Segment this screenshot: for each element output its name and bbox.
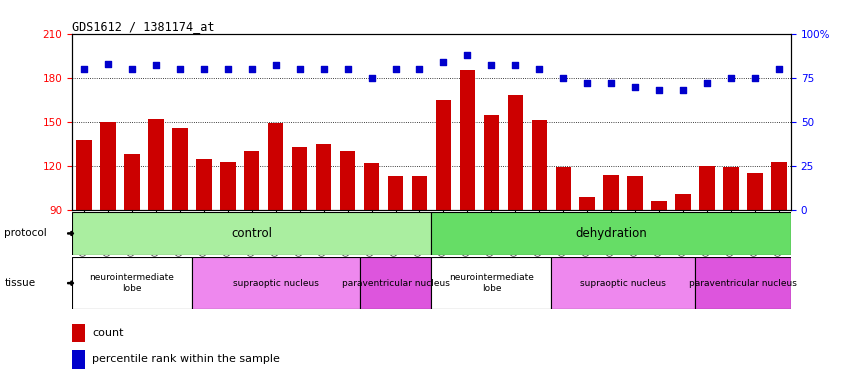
Text: paraventricular nucleus: paraventricular nucleus bbox=[689, 279, 797, 288]
Bar bbox=[360, 257, 431, 309]
Bar bbox=[148, 119, 163, 210]
Point bbox=[365, 75, 378, 81]
Bar bbox=[316, 144, 332, 210]
Bar bbox=[387, 176, 404, 210]
Bar bbox=[340, 151, 355, 210]
Point bbox=[341, 66, 354, 72]
Point bbox=[245, 66, 259, 72]
Point bbox=[269, 63, 283, 69]
Bar bbox=[508, 96, 523, 210]
Bar bbox=[192, 257, 360, 309]
Point bbox=[437, 59, 450, 65]
Point bbox=[460, 52, 474, 58]
Point bbox=[101, 61, 114, 67]
Point bbox=[413, 66, 426, 72]
Bar bbox=[747, 173, 763, 210]
Bar bbox=[603, 175, 619, 210]
Point bbox=[485, 63, 498, 69]
Bar bbox=[292, 147, 307, 210]
Bar bbox=[723, 167, 739, 210]
Bar bbox=[124, 154, 140, 210]
Text: dehydration: dehydration bbox=[575, 227, 647, 240]
Point bbox=[533, 66, 547, 72]
Bar bbox=[695, 257, 791, 309]
Point bbox=[508, 63, 522, 69]
Text: paraventricular nucleus: paraventricular nucleus bbox=[342, 279, 449, 288]
Bar bbox=[100, 122, 116, 210]
Bar bbox=[431, 257, 552, 309]
Bar bbox=[72, 324, 85, 342]
Point bbox=[557, 75, 570, 81]
Text: GDS1612 / 1381174_at: GDS1612 / 1381174_at bbox=[72, 20, 214, 33]
Bar bbox=[72, 257, 192, 309]
Point bbox=[221, 66, 234, 72]
Bar bbox=[436, 100, 451, 210]
Bar bbox=[580, 197, 595, 210]
Point bbox=[197, 66, 211, 72]
Bar bbox=[556, 167, 571, 210]
Bar bbox=[628, 176, 643, 210]
Point bbox=[388, 66, 403, 72]
Text: tissue: tissue bbox=[4, 278, 36, 288]
Bar bbox=[72, 212, 431, 255]
Point bbox=[749, 75, 762, 81]
Text: supraoptic nucleus: supraoptic nucleus bbox=[580, 279, 666, 288]
Point bbox=[293, 66, 306, 72]
Bar bbox=[431, 212, 791, 255]
Bar bbox=[675, 194, 691, 210]
Point bbox=[652, 87, 666, 93]
Bar bbox=[552, 257, 695, 309]
Point bbox=[724, 75, 738, 81]
Bar bbox=[196, 159, 212, 210]
Point bbox=[125, 66, 139, 72]
Bar bbox=[700, 166, 715, 210]
Text: supraoptic nucleus: supraoptic nucleus bbox=[233, 279, 319, 288]
Point bbox=[77, 66, 91, 72]
Text: neurointermediate
lobe: neurointermediate lobe bbox=[449, 273, 534, 293]
Bar bbox=[220, 162, 235, 210]
Text: control: control bbox=[231, 227, 272, 240]
Point bbox=[316, 66, 330, 72]
Point bbox=[173, 66, 186, 72]
Bar bbox=[244, 151, 260, 210]
Point bbox=[629, 84, 642, 90]
Point bbox=[677, 87, 690, 93]
Bar bbox=[76, 140, 91, 210]
Bar bbox=[412, 176, 427, 210]
Text: count: count bbox=[92, 328, 124, 338]
Text: neurointermediate
lobe: neurointermediate lobe bbox=[90, 273, 174, 293]
Bar bbox=[531, 120, 547, 210]
Bar bbox=[459, 70, 475, 210]
Bar bbox=[268, 123, 283, 210]
Bar bbox=[484, 114, 499, 210]
Bar bbox=[651, 201, 667, 210]
Bar bbox=[364, 163, 379, 210]
Text: protocol: protocol bbox=[4, 228, 47, 238]
Bar bbox=[72, 350, 85, 369]
Bar bbox=[772, 162, 787, 210]
Bar bbox=[172, 128, 188, 210]
Point bbox=[580, 80, 594, 86]
Point bbox=[604, 80, 618, 86]
Point bbox=[700, 80, 714, 86]
Point bbox=[772, 66, 786, 72]
Point bbox=[149, 63, 162, 69]
Text: percentile rank within the sample: percentile rank within the sample bbox=[92, 354, 280, 364]
